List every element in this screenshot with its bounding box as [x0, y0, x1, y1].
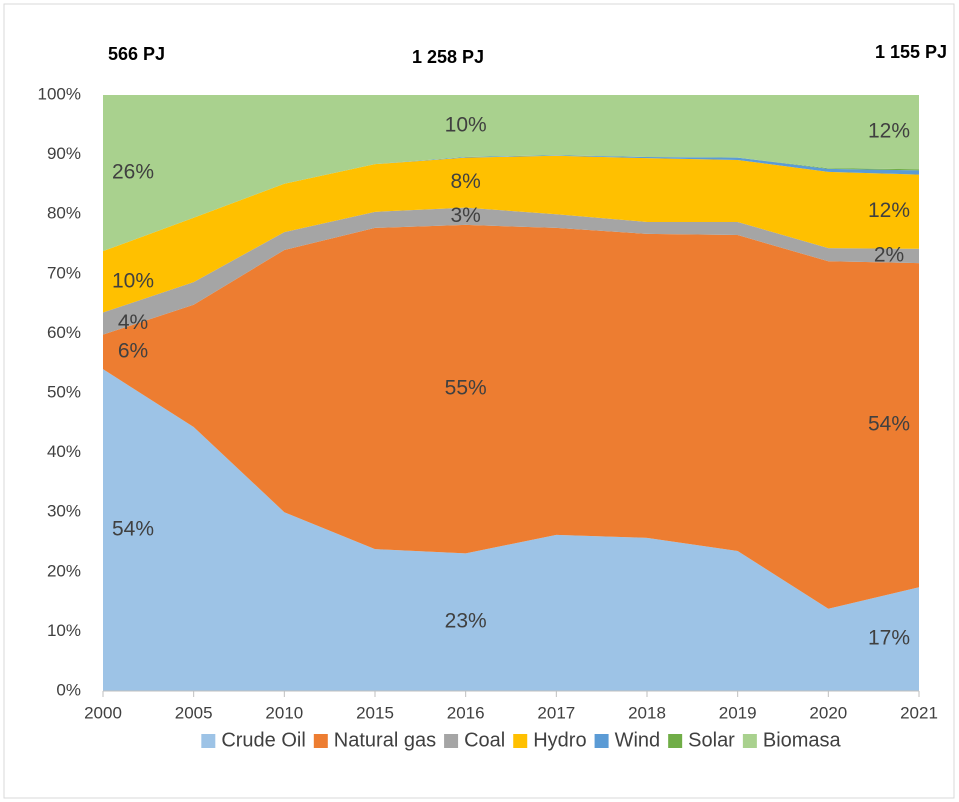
legend-label: Biomasa	[763, 729, 842, 751]
x-tick-label: 2015	[356, 703, 394, 722]
annotation: 566 PJ	[108, 44, 165, 64]
legend-label: Natural gas	[334, 729, 436, 751]
y-tick-label: 100%	[38, 84, 81, 103]
data-label: 10%	[112, 269, 154, 292]
data-label: 55%	[445, 377, 487, 400]
annotation: 1 155 PJ	[875, 42, 947, 62]
legend-swatch	[668, 734, 683, 748]
x-tick-label: 2021	[900, 703, 938, 722]
legend-label: Coal	[464, 729, 505, 751]
y-tick-label: 50%	[47, 382, 81, 401]
x-tick-label: 2020	[809, 703, 847, 722]
area	[103, 369, 919, 691]
data-label: 12%	[868, 120, 910, 143]
x-tick-label: 2016	[447, 703, 485, 722]
y-tick-label: 90%	[47, 144, 81, 163]
data-label: 3%	[450, 204, 480, 227]
data-label: 10%	[445, 114, 487, 137]
legend-swatch	[594, 734, 609, 748]
legend-swatch	[742, 734, 757, 748]
y-tick-label: 30%	[47, 502, 81, 521]
data-label: 4%	[118, 311, 148, 334]
y-tick-label: 60%	[47, 323, 81, 342]
data-label: 23%	[445, 610, 487, 633]
area	[103, 155, 919, 313]
x-tick-label: 2010	[265, 703, 303, 722]
data-label: 2%	[874, 243, 904, 266]
legend-label: Solar	[688, 729, 735, 751]
data-label: 8%	[450, 170, 480, 193]
legend-label: Wind	[615, 729, 661, 751]
y-tick-label: 40%	[47, 442, 81, 461]
area	[103, 207, 919, 335]
data-label: 12%	[868, 199, 910, 222]
y-tick-label: 20%	[47, 561, 81, 580]
x-tick-label: 2018	[628, 703, 666, 722]
y-tick-label: 80%	[47, 204, 81, 223]
annotation: 1 258 PJ	[412, 47, 484, 67]
data-label: 6%	[118, 339, 148, 362]
legend-label: Hydro	[533, 729, 586, 751]
x-tick-label: 2000	[84, 703, 122, 722]
area	[103, 224, 919, 609]
legend-swatch	[313, 734, 328, 748]
y-tick-label: 10%	[47, 621, 81, 640]
data-label: 54%	[868, 413, 910, 436]
legend-swatch	[201, 734, 216, 748]
x-tick-label: 2019	[719, 703, 757, 722]
x-tick-label: 2005	[175, 703, 213, 722]
data-label: 26%	[112, 161, 154, 184]
legend-swatch	[444, 734, 459, 748]
data-label: 54%	[112, 518, 154, 541]
data-label: 17%	[868, 627, 910, 650]
y-tick-label: 0%	[56, 680, 81, 699]
y-tick-label: 70%	[47, 263, 81, 282]
legend-label: Crude Oil	[221, 729, 305, 751]
area	[103, 95, 919, 252]
x-tick-label: 2017	[537, 703, 575, 722]
legend-swatch	[513, 734, 528, 748]
